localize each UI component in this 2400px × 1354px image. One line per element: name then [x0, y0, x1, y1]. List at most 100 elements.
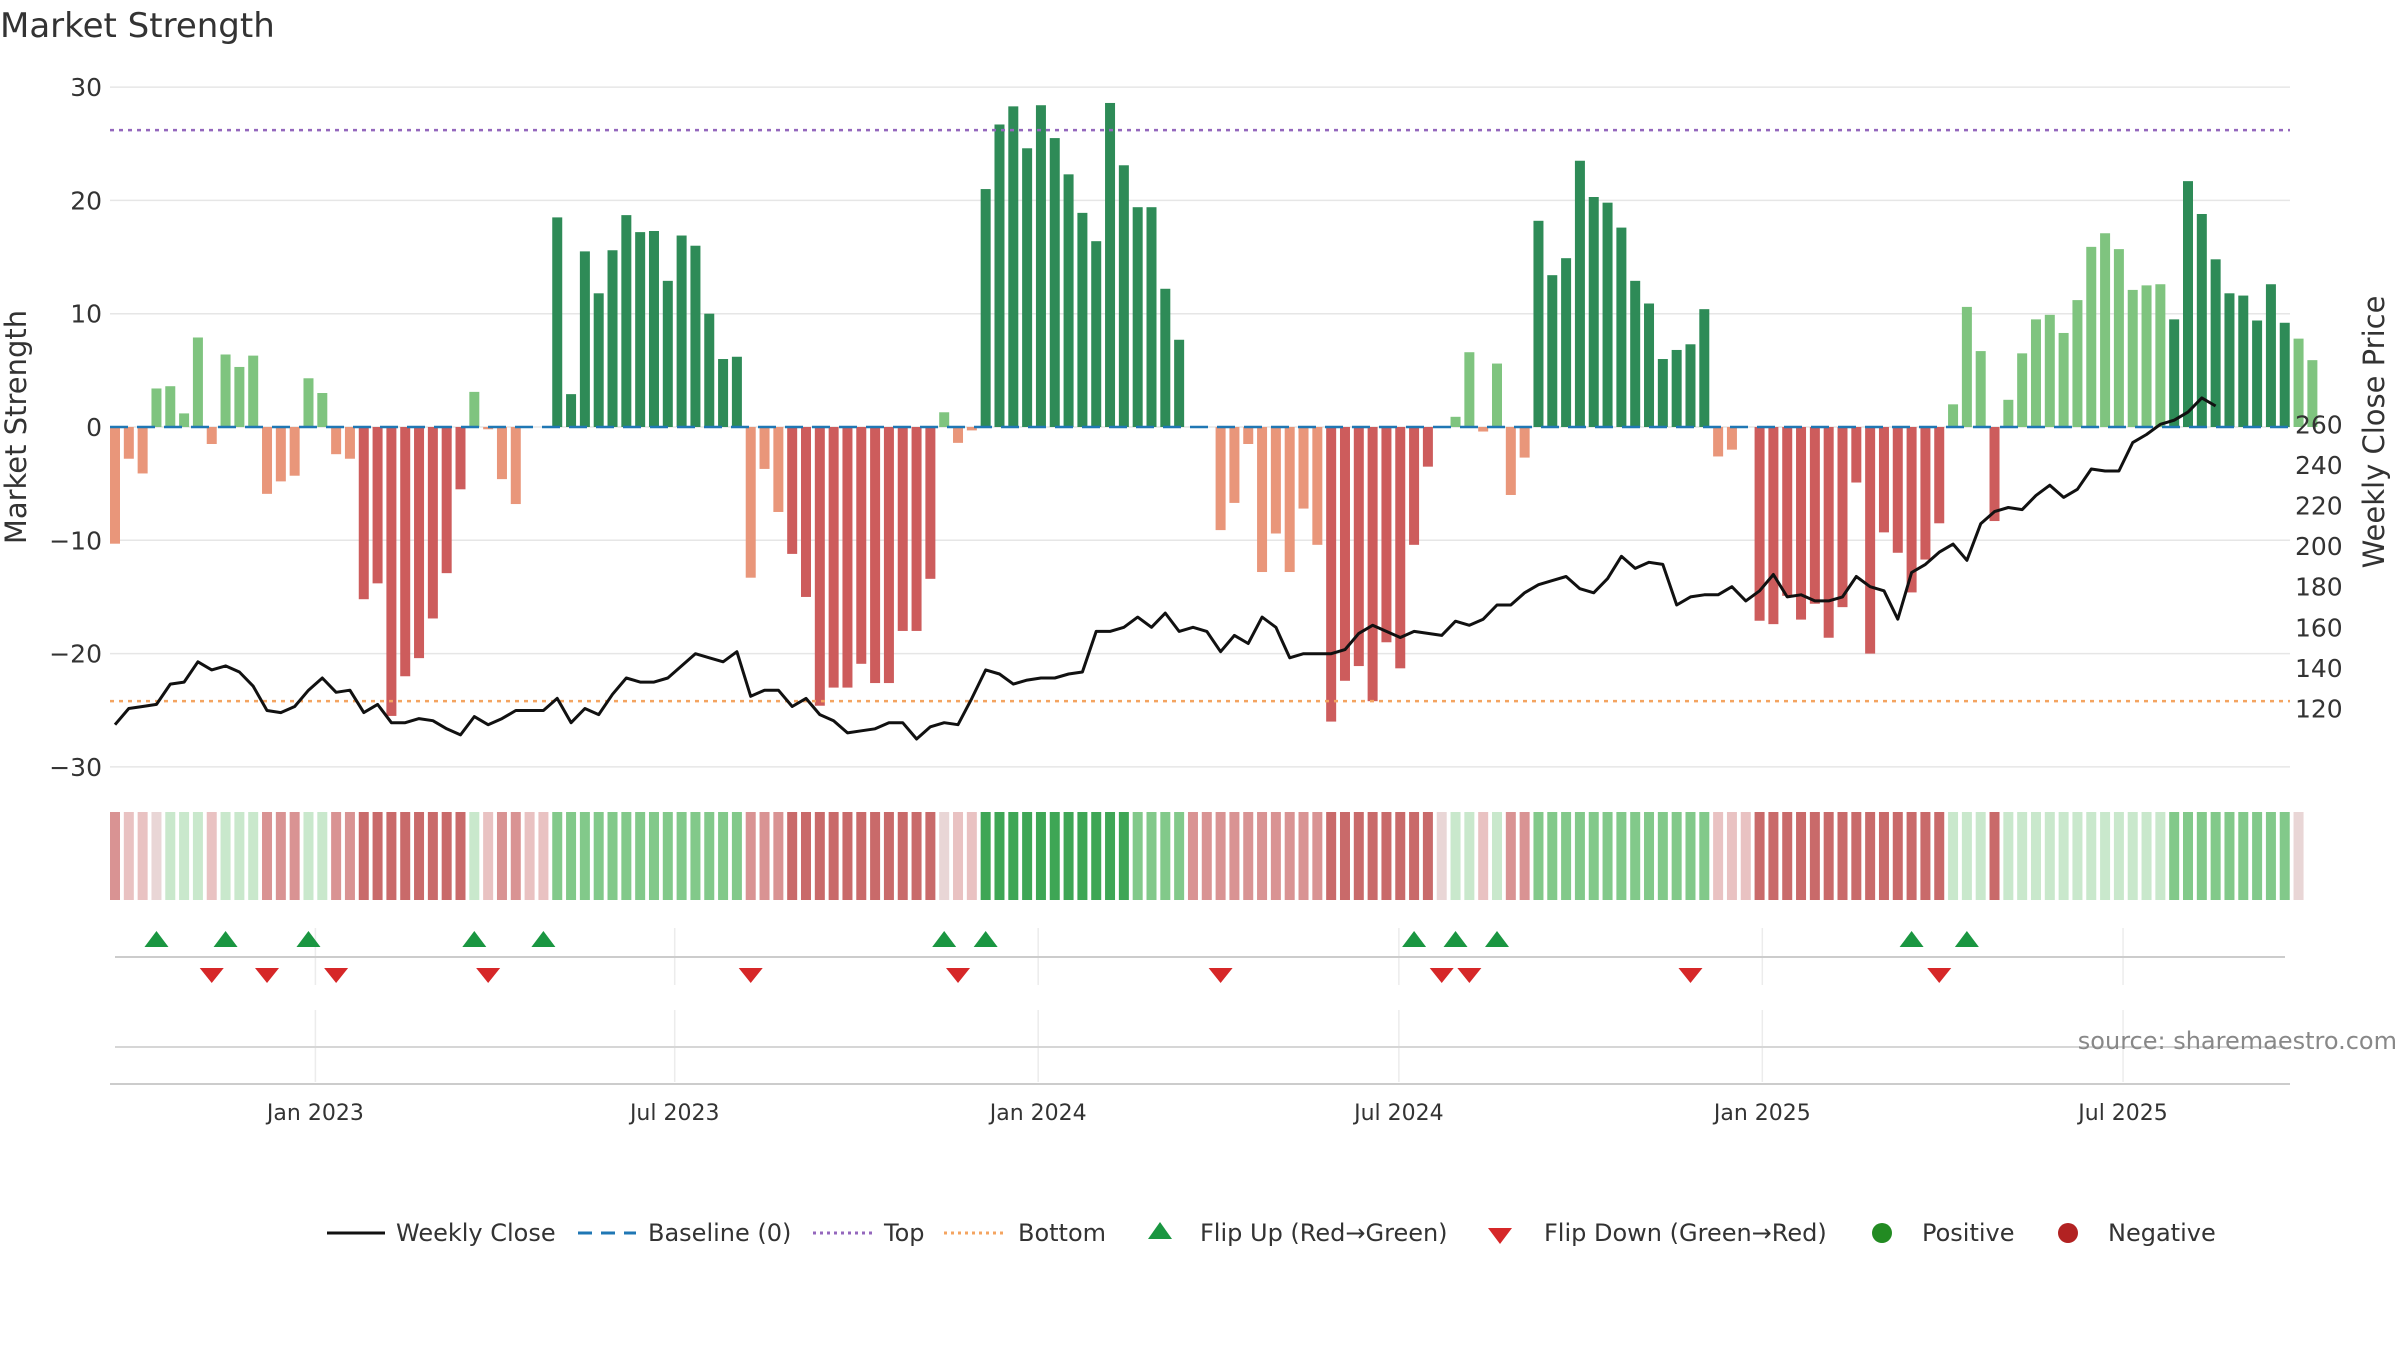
chart-title: Market Strength	[0, 6, 275, 46]
strength-heat-cell	[704, 812, 715, 900]
strength-heat-cell	[1395, 812, 1406, 900]
strength-bar	[1077, 212, 1088, 427]
strength-heat-cell	[980, 812, 991, 900]
legend-label: Flip Up (Red→Green)	[1200, 1219, 1448, 1247]
strength-heat-cell	[953, 812, 964, 900]
strength-bar	[870, 427, 881, 684]
strength-heat-cell	[220, 812, 231, 900]
strength-heat-cell	[1644, 812, 1655, 900]
strength-heat-cell	[151, 812, 162, 900]
strength-bar	[1644, 303, 1655, 427]
legend-flip-up-icon	[1148, 1222, 1172, 1239]
strength-bar	[1409, 427, 1420, 545]
strength-bar	[1505, 427, 1516, 495]
strength-heat-cell	[1574, 812, 1585, 900]
strength-heat-cell	[2210, 812, 2221, 900]
strength-bar	[1906, 427, 1917, 593]
strength-bar	[1699, 309, 1710, 427]
strength-heat-cell	[1782, 812, 1793, 900]
strength-bar	[2196, 213, 2207, 427]
strength-bar	[1049, 138, 1060, 427]
strength-bar	[856, 427, 867, 664]
strength-heat-cell	[2155, 812, 2166, 900]
strength-heat-cell	[469, 812, 480, 900]
strength-bar	[1630, 280, 1641, 427]
strength-heat-cell	[870, 812, 881, 900]
strength-heat-cell	[2003, 812, 2014, 900]
flip-up-marker	[1899, 931, 1924, 947]
flip-down-marker	[1429, 968, 1454, 983]
strength-heat-cell	[1091, 812, 1102, 900]
strength-heat-cell	[1105, 812, 1116, 900]
strength-heat-cell	[1948, 812, 1959, 900]
strength-bar	[925, 427, 936, 579]
strength-bar	[2017, 353, 2028, 427]
strength-bar	[1257, 427, 1268, 573]
strength-bar	[1243, 427, 1254, 444]
strength-bar	[1616, 227, 1627, 427]
strength-heat-cell	[386, 812, 397, 900]
strength-heat-cell	[994, 812, 1005, 900]
x-tick-label: Jul 2024	[1352, 1101, 1444, 1126]
strength-bar	[2307, 360, 2318, 427]
strength-heat-cell	[621, 812, 632, 900]
strength-bar	[1823, 427, 1834, 638]
strength-bar	[1713, 427, 1724, 457]
strength-heat-cell	[731, 812, 742, 900]
strength-heat-cell	[455, 812, 466, 900]
strength-heat-cell	[1478, 812, 1489, 900]
strength-heat-cell	[262, 812, 273, 900]
flip-up-marker	[531, 931, 556, 947]
strength-heat-cell	[1505, 812, 1516, 900]
flip-up-marker	[1954, 931, 1979, 947]
strength-bar	[317, 393, 328, 427]
strength-bar	[745, 427, 756, 578]
strength-heat-cell	[344, 812, 355, 900]
strength-heat-cell	[718, 812, 729, 900]
legend-label: Top	[883, 1219, 925, 1247]
strength-bar	[704, 313, 715, 427]
strength-heat-cell	[593, 812, 604, 900]
strength-heat-cell	[1602, 812, 1613, 900]
strength-heat-cell	[1422, 812, 1433, 900]
strength-bar	[953, 427, 964, 443]
strength-bar	[1450, 416, 1461, 427]
strength-bar	[2058, 332, 2069, 427]
strength-heat-cell	[1367, 812, 1378, 900]
strength-bar	[2127, 289, 2138, 427]
strength-bar	[1685, 344, 1696, 427]
strength-heat-cell	[1035, 812, 1046, 900]
strength-bar	[2086, 246, 2097, 427]
flip-up-marker	[1402, 931, 1427, 947]
strength-bar	[966, 427, 977, 431]
flip-down-marker	[946, 968, 971, 983]
strength-heat-cell	[2044, 812, 2055, 900]
strength-bar	[621, 215, 632, 427]
flip-down-marker	[1927, 968, 1952, 983]
strength-heat-cell	[331, 812, 342, 900]
strength-heat-cell	[1671, 812, 1682, 900]
strength-heat-cell	[662, 812, 673, 900]
strength-heat-cell	[552, 812, 563, 900]
y2-tick-label: 200	[2295, 532, 2343, 561]
strength-bar	[648, 230, 659, 427]
strength-heat-cell	[1049, 812, 1060, 900]
strength-heat-cell	[2072, 812, 2083, 900]
strength-heat-cell	[648, 812, 659, 900]
strength-bar	[386, 427, 397, 716]
legend-label: Flip Down (Green→Red)	[1544, 1219, 1827, 1247]
flip-down-marker	[476, 968, 501, 983]
strength-heat-cell	[192, 812, 203, 900]
strength-heat-cell	[1132, 812, 1143, 900]
strength-bar	[1561, 258, 1572, 427]
strength-heat-cell	[1630, 812, 1641, 900]
strength-heat-cell	[966, 812, 977, 900]
strength-heat-cell	[1450, 812, 1461, 900]
strength-bar	[151, 388, 162, 427]
strength-heat-cell	[1298, 812, 1309, 900]
strength-heat-cell	[1201, 812, 1212, 900]
strength-heat-cell	[2224, 812, 2235, 900]
strength-bar	[1726, 427, 1737, 450]
strength-bar	[165, 386, 176, 427]
strength-heat-cell	[179, 812, 190, 900]
